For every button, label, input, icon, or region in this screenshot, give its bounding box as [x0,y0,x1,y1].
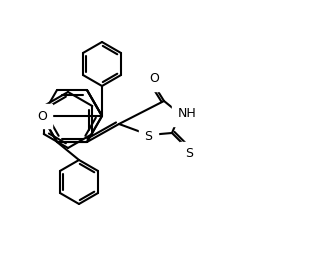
Text: S: S [144,131,152,143]
Text: S: S [185,147,193,161]
Text: NH: NH [178,107,196,121]
Text: O: O [149,72,159,85]
Text: O: O [37,110,47,122]
